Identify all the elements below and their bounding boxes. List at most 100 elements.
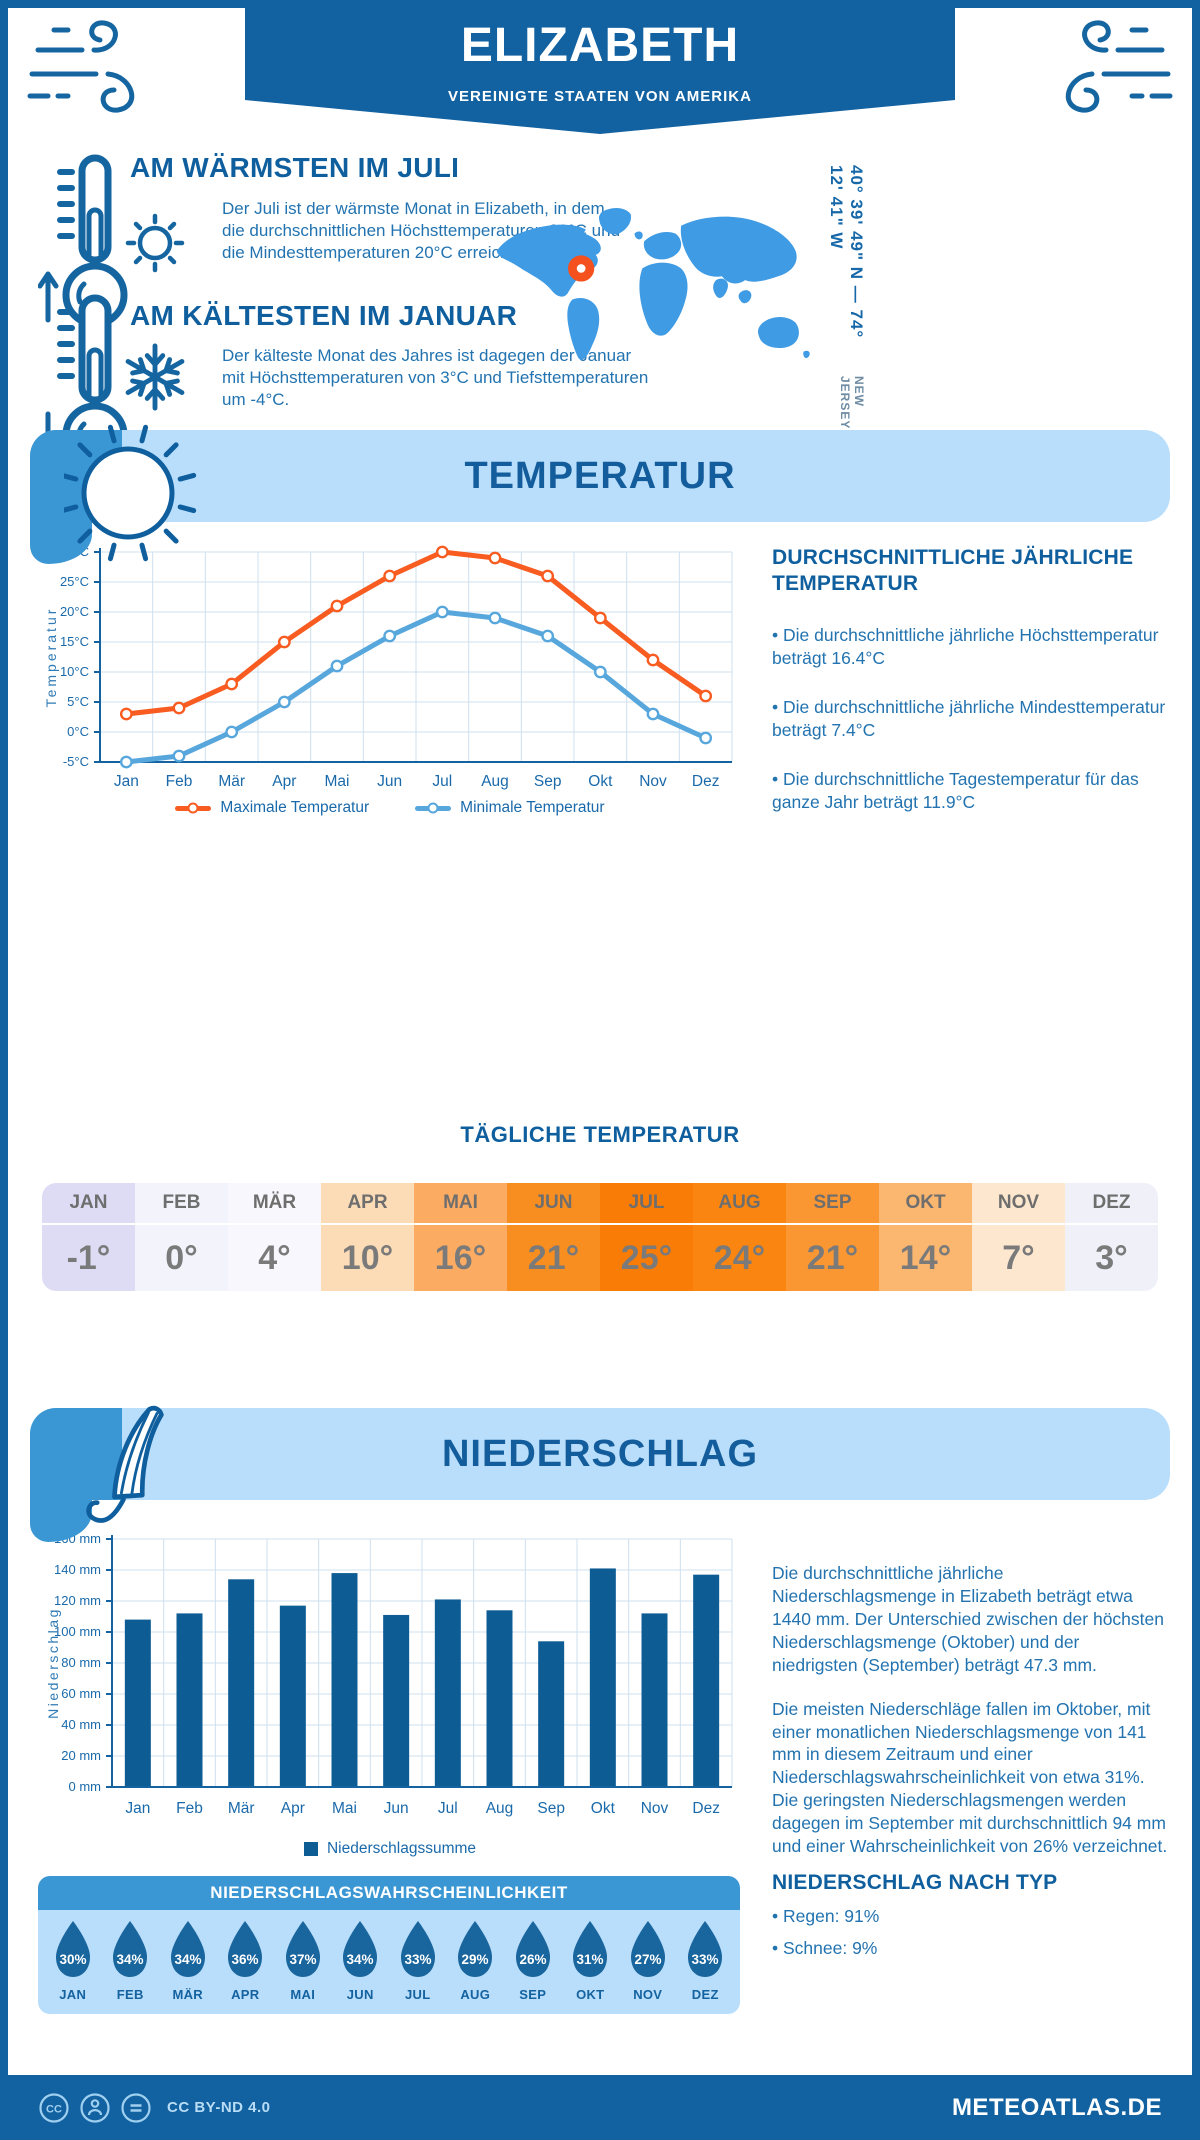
svg-text:20°C: 20°C <box>60 604 89 619</box>
droplet-month: JAN <box>59 1987 87 2002</box>
droplet-percentage: 33% <box>692 1952 719 1967</box>
precipitation-type-heading: NIEDERSCHLAG NACH TYP <box>772 1871 1058 1895</box>
temperature-banner: TEMPERATUR <box>30 424 1170 564</box>
droplet-icon: 29% <box>458 1921 493 1977</box>
svg-text:Jan: Jan <box>125 1800 150 1817</box>
svg-text:Apr: Apr <box>272 773 296 790</box>
svg-text:Jul: Jul <box>432 773 452 790</box>
month-temperature: 21° <box>507 1225 600 1291</box>
umbrella-banner-icon <box>86 1405 164 1523</box>
month-column: JUL 25° <box>600 1183 693 1291</box>
world-map <box>496 207 810 360</box>
droplet-icon: 33% <box>688 1921 723 1977</box>
month-column: JAN -1° <box>42 1183 135 1291</box>
svg-text:40 mm: 40 mm <box>61 1717 101 1732</box>
month-name: JAN <box>42 1183 135 1223</box>
precipitation-banner: NIEDERSCHLAG <box>30 1405 1170 1542</box>
y-axis-title: Niederschlag <box>45 1607 61 1719</box>
droplet-item: 30% JAN <box>47 1919 99 2002</box>
wind-icon <box>1065 20 1173 113</box>
annual-bullet: Die durchschnittliche jährliche Mindestt… <box>772 696 1168 742</box>
snow-share: Schnee: 9% <box>772 1937 1168 1960</box>
month-temperature: 24° <box>693 1225 786 1291</box>
droplet-month: SEP <box>519 1987 547 2002</box>
legend-item: Niederschlagssumme <box>303 1840 476 1858</box>
region-text: NEW JERSEY <box>838 376 866 430</box>
svg-text:Jun: Jun <box>384 1800 409 1817</box>
x-tick-labels: Jan Feb Mär Apr Mai Jun Jul Aug Sep Okt Nov Dez <box>125 1800 720 1817</box>
license-group: CC CC BY-ND 4.0 <box>38 2092 271 2124</box>
city-banner-chevron <box>245 100 955 134</box>
temperature-chart-legend: Maximale Temperatur Minimale Temperatur <box>40 799 740 817</box>
droplet-item: 34% JUN <box>334 1919 386 2002</box>
cc-icon: CC <box>39 2092 69 2123</box>
wind-icon <box>27 20 135 113</box>
droplet-percentage: 34% <box>174 1952 201 1967</box>
droplet-icon: 33% <box>400 1921 435 1977</box>
grid <box>100 551 733 763</box>
coldest-heading: AM KÄLTESTEN IM JANUAR <box>130 300 518 331</box>
droplet-item: 26% SEP <box>507 1919 559 2002</box>
droplet-month: OKT <box>576 1987 605 2002</box>
svg-text:Nov: Nov <box>639 773 667 790</box>
y-axis-title: Temperatur <box>43 607 59 708</box>
droplet-item: 37% MAI <box>277 1919 329 2002</box>
svg-text:CC: CC <box>46 2103 62 2115</box>
legend-item: Maximale Temperatur <box>175 799 369 817</box>
site-name: METEOATLAS.DE <box>951 2093 1162 2121</box>
svg-text:Sep: Sep <box>537 1800 565 1817</box>
droplet-icon: 30% <box>55 1921 90 1977</box>
snowflake-icon <box>125 343 185 411</box>
month-column: MAI 16° <box>414 1183 507 1291</box>
month-name: NOV <box>972 1183 1065 1223</box>
svg-text:80 mm: 80 mm <box>61 1655 101 1670</box>
cc-by-icon <box>80 2092 110 2123</box>
droplet-item: 34% FEB <box>104 1919 156 2002</box>
droplet-icon: 37% <box>285 1921 320 1977</box>
droplet-month: DEZ <box>691 1987 719 2002</box>
droplet-item: 29% AUG <box>449 1919 501 2002</box>
svg-text:Jul: Jul <box>438 1800 458 1817</box>
y-tick-labels: -5°C0°C5°C10°C15°C20°C25°C30°C <box>60 544 89 769</box>
svg-text:Mär: Mär <box>218 773 245 790</box>
temperature-line-chart: -5°C0°C5°C10°C15°C20°C25°C30°CJanFebMärA… <box>43 544 733 790</box>
y-tick-labels: 0 mm 20 mm 40 mm 60 mm 80 mm 100 mm 120 mm 140 … <box>54 1531 101 1794</box>
precipitation-banner-tab <box>30 1408 122 1500</box>
month-temperature: 0° <box>135 1225 228 1291</box>
warmest-heading: AM WÄRMSTEN IM JULI <box>130 152 460 183</box>
svg-text:Mai: Mai <box>325 773 350 790</box>
droplet-percentage: 34% <box>347 1952 374 1967</box>
precipitation-probability-panel: NIEDERSCHLAGSWAHRSCHEINLICHKEIT 30% JAN 34… <box>38 1876 740 2014</box>
series-line <box>123 549 709 717</box>
droplet-percentage: 29% <box>462 1952 489 1967</box>
month-temperature: -1° <box>42 1225 135 1291</box>
month-name: FEB <box>135 1183 228 1223</box>
coordinates-text: 40° 39' 49" N — 74° 12' 41" W <box>827 165 866 339</box>
svg-text:Nov: Nov <box>641 1800 669 1817</box>
droplet-month: AUG <box>460 1987 491 2002</box>
droplet-percentage: 37% <box>289 1952 316 1967</box>
droplet-percentage: 30% <box>59 1952 86 1967</box>
droplet-month: NOV <box>633 1987 663 2002</box>
temperature-section-title: TEMPERATUR <box>464 455 736 497</box>
droplet-icon: 31% <box>573 1921 608 1977</box>
annual-bullet: Die durchschnittliche Tagestemperatur fü… <box>772 768 1168 814</box>
legend-item: Minimale Temperatur <box>415 799 605 817</box>
month-name: JUL <box>600 1183 693 1223</box>
month-temperature: 4° <box>228 1225 321 1291</box>
droplet-icon: 27% <box>630 1921 665 1977</box>
svg-text:Aug: Aug <box>481 773 509 790</box>
month-column: MÄR 4° <box>228 1183 321 1291</box>
location-marker <box>568 255 595 282</box>
probability-droplets: 30% JAN 34% FEB 34% MÄR 36% APR 37% MAI 34% JUN 33% J… <box>38 1910 740 2014</box>
footer: CC CC BY-ND 4.0 METEOATLAS.DE <box>0 2075 1200 2140</box>
svg-text:Dez: Dez <box>692 1800 720 1817</box>
month-name: APR <box>321 1183 414 1223</box>
month-column: FEB 0° <box>135 1183 228 1291</box>
svg-text:Jun: Jun <box>377 773 402 790</box>
droplet-icon: 36% <box>228 1921 263 1977</box>
annual-temperature-column: DURCHSCHNITTLICHE JÄHRLICHE TEMPERATUR D… <box>772 545 1168 814</box>
daily-temperature-table: JAN -1° FEB 0° MÄR 4° APR 10° MAI 16° JUN 21° JUL 25°… <box>42 1183 1158 1291</box>
svg-text:10°C: 10°C <box>60 664 89 679</box>
svg-text:0°C: 0°C <box>67 724 89 739</box>
